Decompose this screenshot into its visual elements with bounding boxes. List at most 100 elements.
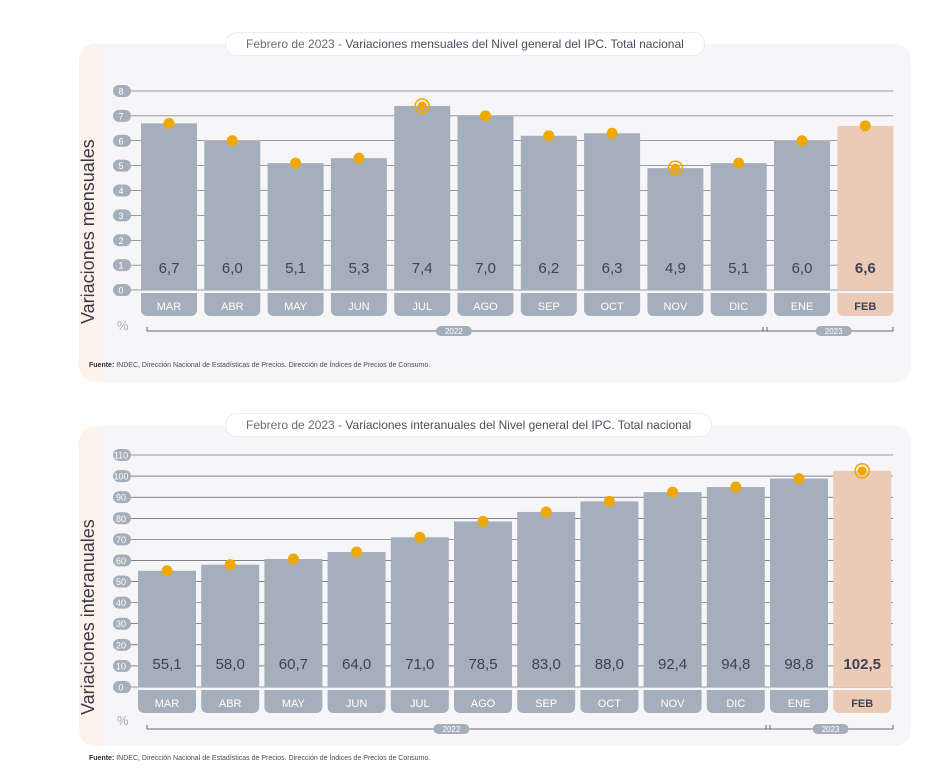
bar (201, 564, 260, 687)
category-badge-bg (330, 293, 387, 316)
category-badge-bg (706, 690, 765, 713)
data-label: 60,7 (279, 656, 308, 673)
y-tick-label: 30 (116, 619, 126, 629)
y-tick: 90 (113, 491, 131, 504)
category-badge-bg (201, 690, 260, 713)
y-tick-label: 4 (118, 186, 123, 196)
category-badge: AGO (454, 690, 512, 713)
y-tick-badge (113, 284, 131, 296)
category-badge-bg (647, 293, 704, 316)
category-label: FEB (851, 698, 873, 710)
y-tick: 80 (113, 512, 131, 525)
data-point-ring (414, 98, 431, 114)
category-badge-bg (457, 293, 514, 316)
data-point (414, 531, 426, 543)
category-label: SEP (538, 301, 560, 313)
category-badge: MAY (264, 690, 323, 713)
y-tick-label: 60 (116, 556, 126, 566)
y-tick-badge (113, 659, 131, 672)
category-label: ABR (219, 698, 242, 710)
source-bold: Fuente: (89, 362, 115, 369)
bar-highlight (833, 470, 892, 687)
category-badge-bg (837, 293, 894, 316)
data-label: 6,6 (855, 260, 876, 277)
data-point (670, 163, 680, 173)
bar (774, 140, 830, 290)
data-point (480, 110, 491, 122)
y-tick: 30 (113, 617, 131, 630)
data-point (667, 486, 679, 498)
data-label: 64,0 (342, 656, 371, 673)
category-label: NOV (661, 698, 686, 710)
y-tick-badge (113, 85, 131, 97)
annual-source-note: Fuente: INDEC, Dirección Nacional de Est… (89, 755, 430, 762)
y-tick-badge (113, 449, 131, 461)
y-tick-badge (113, 575, 131, 588)
bar (517, 511, 576, 687)
data-label: 94,8 (721, 656, 750, 673)
data-label: 7,0 (475, 260, 496, 277)
y-tick: 0 (113, 284, 131, 296)
monthly-chart-title: Febrero de 2023 - Variaciones mensuales … (226, 33, 704, 55)
category-label: ENE (791, 301, 814, 313)
category-badge-bg (267, 293, 324, 316)
category-badge: DIC (706, 690, 765, 713)
title-separator: - (334, 418, 346, 432)
y-tick: 6 (113, 134, 131, 147)
category-label: JUL (412, 301, 432, 313)
bar (520, 135, 577, 290)
category-label: MAR (155, 698, 180, 710)
category-badge: NOV (643, 690, 702, 713)
year-label: 2022 (443, 725, 461, 734)
bar (710, 163, 767, 290)
category-label: AGO (473, 301, 498, 313)
data-label: 92,4 (658, 656, 687, 673)
bar (264, 558, 323, 687)
y-tick: 20 (113, 638, 131, 651)
category-label: JUL (410, 698, 430, 710)
year-label: 2023 (822, 725, 840, 734)
category-label: NOV (663, 301, 688, 313)
category-label: MAY (282, 698, 306, 710)
y-tick-label: 50 (116, 577, 126, 587)
annual-unit-label: % (117, 713, 129, 728)
title-date: Febrero de 2023 (246, 418, 335, 432)
y-tick-badge (113, 159, 131, 172)
data-point (793, 473, 805, 485)
category-badge-bg (584, 293, 641, 316)
y-tick-label: 5 (118, 161, 123, 171)
year-badge: 2023 (815, 326, 852, 336)
y-tick-label: 80 (116, 514, 126, 524)
year-label: 2022 (445, 327, 463, 336)
data-point (733, 157, 745, 169)
y-tick-label: 90 (116, 493, 126, 503)
data-point (540, 506, 552, 518)
year-badge-bg (815, 326, 852, 336)
monthly-unit-label: % (117, 318, 129, 333)
data-label: 5,1 (285, 260, 306, 277)
y-tick-badge (113, 234, 131, 247)
data-point (287, 553, 299, 565)
data-point-ring (667, 160, 684, 176)
data-point (224, 559, 236, 571)
y-tick: 110 (113, 449, 131, 461)
y-tick: 2 (113, 234, 131, 247)
monthly-source-note: Fuente: INDEC, Dirección Nacional de Est… (89, 362, 430, 369)
category-badge: OCT (580, 690, 639, 713)
bar (580, 501, 639, 687)
year-badge: 2022 (435, 326, 472, 336)
data-point (543, 130, 555, 142)
category-badge: NOV (647, 293, 704, 316)
y-tick-badge (113, 638, 131, 651)
data-point (163, 117, 175, 129)
data-label: 7,4 (412, 260, 433, 277)
category-label: MAY (284, 301, 308, 313)
bar (141, 123, 197, 291)
y-tick-label: 0 (118, 683, 123, 693)
category-badge: SEP (520, 293, 577, 316)
data-point (603, 495, 615, 507)
y-tick: 4 (113, 184, 131, 197)
category-badge-bg (770, 690, 828, 713)
category-badge: ENE (774, 293, 830, 316)
y-tick-badge (113, 134, 131, 147)
